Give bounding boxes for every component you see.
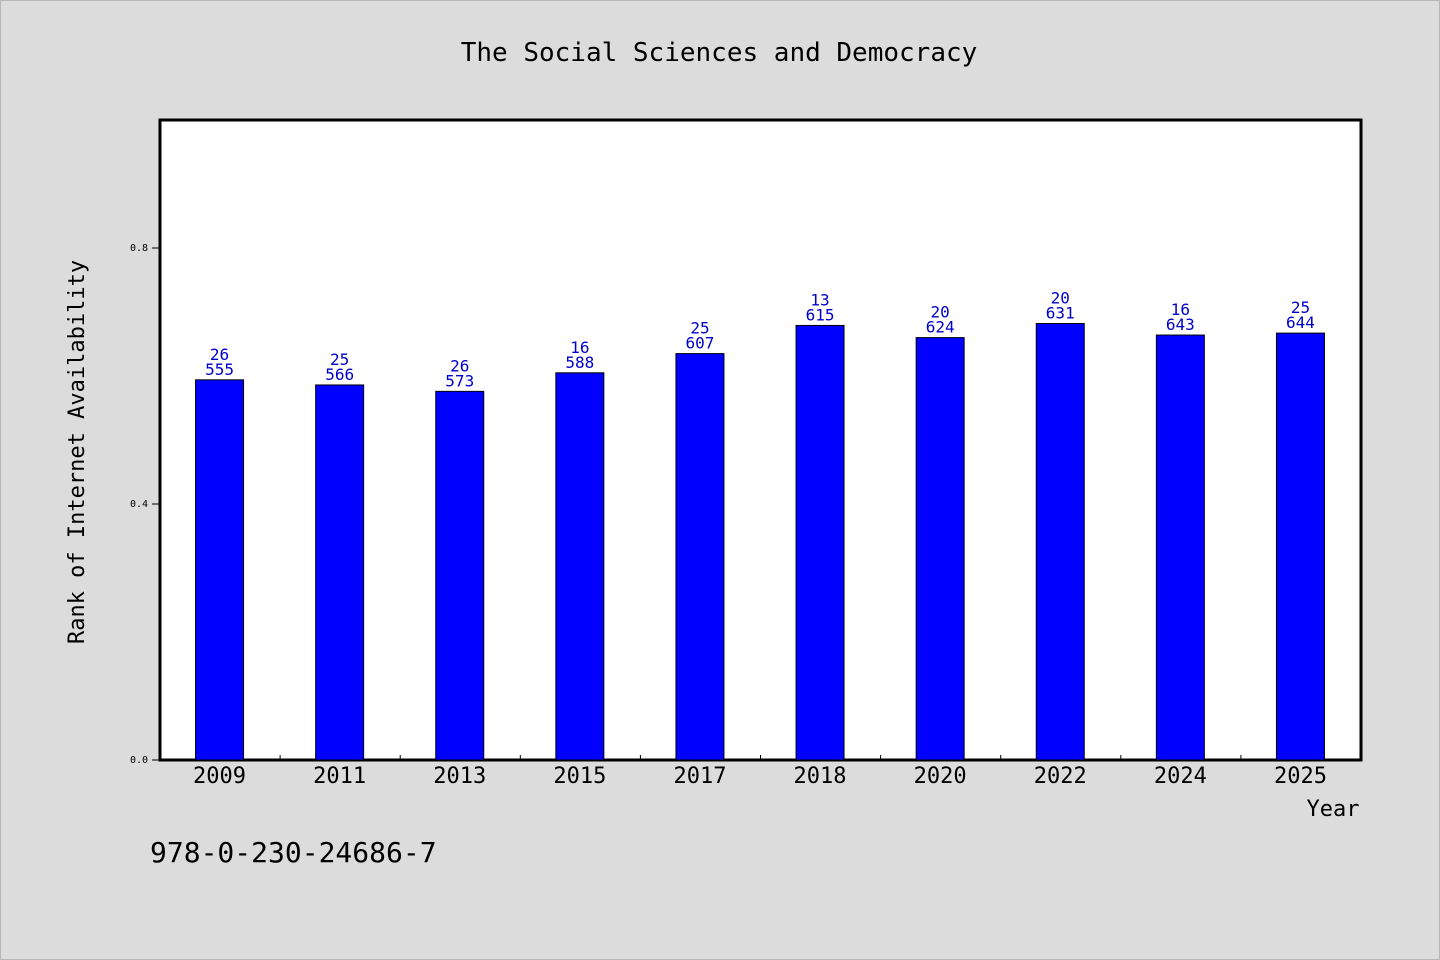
bar-label-bottom: 624 [926,318,955,337]
x-tick-label: 2018 [794,764,847,789]
bar-label-top: 20 [931,303,950,322]
bar-label-top: 25 [690,319,709,338]
bar [1275,332,1325,761]
bar [675,353,725,761]
x-axis: 2009 2011 2013 2015 2017 2018 2020 2022 2024 2025 [193,755,1327,789]
y-tick-label: 0.4 [130,499,148,510]
chart-title: The Social Sciences and Democracy [461,38,978,68]
bar [555,372,605,761]
bar-label-top: 26 [210,345,229,364]
bar-label-top: 16 [1171,300,1190,319]
y-axis: 0.0 0.4 0.8 [130,243,160,766]
bar-label-bottom: 588 [565,353,594,372]
bar-label-top: 25 [1291,298,1310,317]
x-tick-label: 2009 [193,764,246,789]
x-tick-label: 2015 [553,764,606,789]
y-tick-label: 0.0 [130,755,148,766]
x-tick-label: 2013 [433,764,486,789]
bar-label-top: 25 [330,350,349,369]
bar-label-bottom: 644 [1286,313,1315,332]
x-axis-label: Year [1307,797,1360,822]
x-tick-label: 2022 [1034,764,1087,789]
bar-label-bottom: 631 [1046,304,1075,323]
bar [795,324,845,761]
y-axis-label: Rank of Internet Availability [65,260,90,644]
bar [195,379,245,761]
bar-label-top: 16 [570,338,589,357]
bar-label-bottom: 643 [1166,315,1195,334]
x-tick-label: 2017 [673,764,726,789]
bar [435,390,485,761]
bar-label-top: 20 [1051,289,1070,308]
bar-label-bottom: 615 [806,305,835,324]
x-tick-label: 2024 [1154,764,1207,789]
bar [915,337,965,761]
bar-series [195,323,1325,761]
bar-label-bottom: 555 [205,360,234,379]
bar [1155,334,1205,761]
isbn-text: 978-0-230-24686-7 [150,836,437,869]
y-tick-label: 0.8 [130,243,148,254]
bar-label-bottom: 573 [445,371,474,390]
bar-label-bottom: 607 [685,334,714,353]
x-tick-label: 2020 [914,764,967,789]
bar [1035,323,1085,761]
x-tick-label: 2025 [1274,764,1327,789]
bar [315,384,365,761]
bar-label-bottom: 566 [325,365,354,384]
bar-label-top: 26 [450,356,469,375]
x-tick-label: 2011 [313,764,366,789]
bar-label-top: 13 [810,290,829,309]
